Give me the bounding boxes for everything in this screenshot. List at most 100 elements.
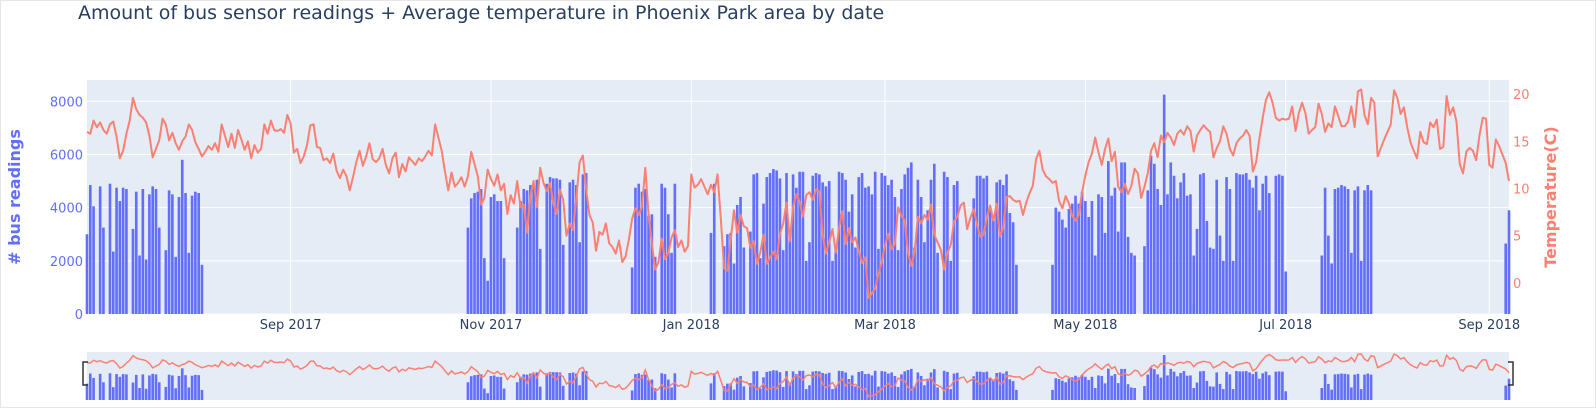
y-right-tick-label: 15 bbox=[1513, 135, 1530, 150]
bar bbox=[818, 174, 821, 314]
bar bbox=[1130, 252, 1133, 314]
slider-bar bbox=[739, 376, 742, 400]
bar bbox=[1254, 175, 1258, 314]
slider-bar bbox=[831, 389, 834, 400]
bar bbox=[167, 190, 171, 314]
bar bbox=[670, 252, 673, 314]
x-tick-label: Mar 2018 bbox=[854, 318, 916, 333]
bar bbox=[571, 179, 575, 314]
bar bbox=[1100, 197, 1104, 314]
slider-bar bbox=[749, 383, 752, 400]
bar bbox=[1146, 190, 1150, 314]
slider-bar bbox=[581, 371, 585, 400]
slider-bar bbox=[1205, 380, 1209, 400]
x-tick-label: Nov 2017 bbox=[460, 318, 523, 333]
bar bbox=[1192, 303, 1196, 314]
bar bbox=[584, 173, 588, 314]
bar bbox=[92, 206, 95, 314]
bar bbox=[151, 186, 154, 314]
bar bbox=[643, 189, 647, 314]
bar bbox=[1369, 190, 1373, 314]
slider-bar bbox=[647, 379, 650, 400]
bar bbox=[1159, 204, 1163, 314]
bar bbox=[111, 251, 115, 314]
slider-bar bbox=[141, 374, 145, 400]
bar bbox=[1258, 210, 1261, 314]
slider-bar bbox=[732, 389, 736, 400]
y-left-tick-label: 4000 bbox=[50, 202, 83, 217]
bar bbox=[1179, 182, 1182, 315]
slider-bar bbox=[121, 374, 125, 400]
bar bbox=[1051, 264, 1054, 314]
bar bbox=[975, 234, 979, 314]
slider-bar bbox=[1084, 376, 1087, 400]
slider-bar bbox=[1149, 367, 1153, 400]
slider-bar bbox=[1001, 373, 1005, 400]
bar bbox=[864, 187, 867, 314]
bar bbox=[1350, 252, 1353, 314]
bar bbox=[1185, 195, 1189, 314]
slider-bar bbox=[486, 393, 489, 400]
bar bbox=[499, 200, 503, 314]
slider-bar bbox=[982, 372, 985, 400]
slider-bar bbox=[850, 375, 854, 400]
y-right-tick-label: 0 bbox=[1513, 277, 1521, 292]
bar bbox=[552, 178, 555, 314]
bar bbox=[893, 197, 897, 314]
bar bbox=[532, 185, 535, 314]
slider-bar bbox=[1346, 374, 1350, 400]
slider-bar bbox=[1182, 371, 1186, 400]
slider-bar bbox=[1281, 371, 1284, 400]
slider-bar bbox=[1350, 387, 1353, 400]
slider-bar bbox=[919, 376, 923, 400]
slider-bar bbox=[1192, 388, 1196, 400]
bar bbox=[1343, 186, 1347, 314]
bar bbox=[174, 256, 177, 314]
x-tick-label: Jul 2018 bbox=[1258, 318, 1312, 333]
slider-bar bbox=[545, 373, 549, 400]
slider-bar bbox=[1323, 374, 1327, 400]
slider-bar bbox=[499, 376, 503, 400]
slider-bar bbox=[860, 371, 864, 400]
bar bbox=[1225, 177, 1228, 314]
bar bbox=[118, 200, 122, 314]
slider-bar bbox=[867, 373, 870, 400]
slider-bar bbox=[102, 382, 105, 400]
slider-bar bbox=[131, 382, 135, 400]
bar bbox=[115, 187, 118, 314]
bar bbox=[768, 173, 772, 314]
slider-bar bbox=[194, 374, 197, 400]
bar bbox=[732, 263, 736, 314]
slider-bar bbox=[1264, 371, 1268, 400]
slider-bar bbox=[834, 386, 838, 400]
bar bbox=[1202, 173, 1205, 314]
slider-bar bbox=[1228, 374, 1232, 400]
bar bbox=[492, 194, 496, 314]
slider-bar bbox=[171, 375, 174, 400]
slider-bar bbox=[115, 374, 118, 400]
slider-bar bbox=[663, 374, 667, 400]
bar bbox=[1320, 255, 1324, 314]
slider-bar bbox=[913, 386, 916, 400]
bar bbox=[850, 194, 854, 314]
bar bbox=[476, 191, 480, 314]
slider-bar bbox=[870, 375, 874, 400]
bar bbox=[515, 227, 519, 314]
slider-bar bbox=[1061, 380, 1064, 400]
slider-bar bbox=[1015, 389, 1018, 400]
slider-bar bbox=[1051, 389, 1054, 400]
slider-bar bbox=[157, 382, 161, 400]
bar bbox=[1221, 260, 1225, 314]
bar bbox=[1346, 189, 1350, 314]
slider-bar bbox=[1113, 374, 1117, 400]
slider-bar bbox=[1244, 371, 1248, 400]
slider-bar bbox=[722, 386, 726, 400]
bar bbox=[765, 177, 769, 314]
slider-bar bbox=[666, 379, 670, 400]
bar bbox=[529, 185, 532, 314]
slider-bar bbox=[821, 373, 824, 400]
slider-bar bbox=[1353, 374, 1356, 400]
bar bbox=[660, 183, 664, 314]
slider-bar bbox=[529, 373, 532, 400]
slider-bar bbox=[952, 373, 956, 400]
